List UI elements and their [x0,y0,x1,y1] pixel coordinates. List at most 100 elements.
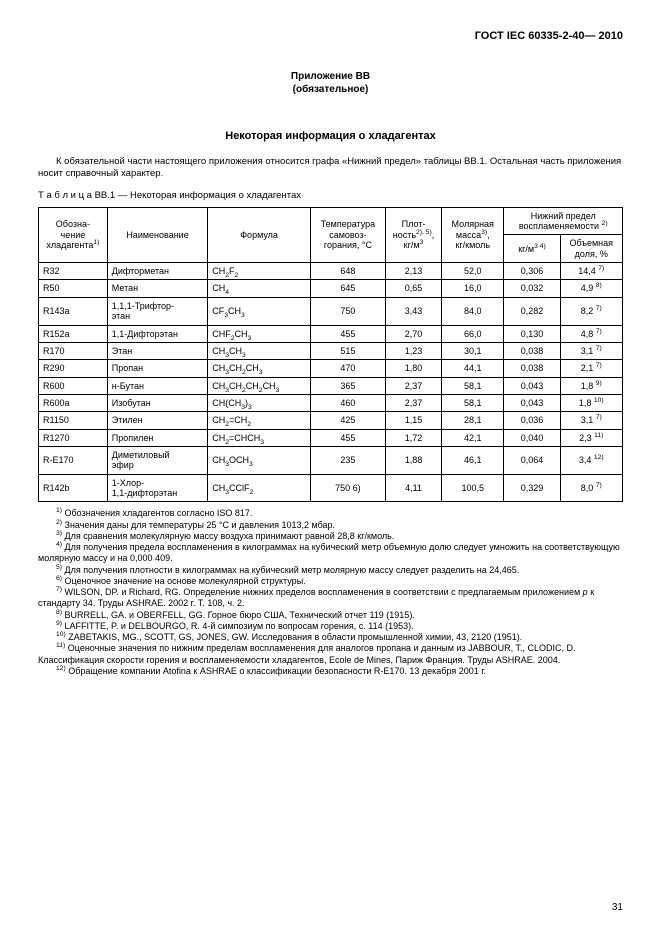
cell-density: 1,88 [385,446,441,474]
cell-name: Пропан [107,360,208,377]
cell-temp: 365 [310,377,385,394]
table-row: R143a1,1,1-Трифтор-этанCF3CH37503,4384,0… [39,297,623,325]
cell-code: R1270 [39,429,108,446]
cell-vol: 3,4 12) [560,446,622,474]
cell-kgm: 0,043 [504,394,560,411]
cell-density: 3,43 [385,297,441,325]
cell-kgm: 0,032 [504,280,560,297]
cell-kgm: 0,306 [504,263,560,280]
table-row: R290ПропанCH3CH2CH34701,8044,10,0382,1 7… [39,360,623,377]
cell-vol: 8,2 7) [560,297,622,325]
footnote: 9) LAFFITTE, P. и DELBOURGO, R. 4-й симп… [38,621,623,632]
table-row: R1150ЭтиленCH2=CH24251,1528,10,0363,1 7) [39,412,623,429]
cell-mass: 58,1 [442,377,504,394]
cell-temp: 460 [310,394,385,411]
cell-density: 1,80 [385,360,441,377]
footnote: 6) Оценочное значение на основе молекуля… [38,576,623,587]
cell-name: Дифторметан [107,263,208,280]
cell-temp: 455 [310,325,385,342]
cell-mass: 16,0 [442,280,504,297]
table-body: R32ДифторметанCH2F26482,1352,00,30614,4 … [39,263,623,502]
th-mass: Молярнаямасса3),кг/кмоль [442,207,504,262]
th-kgm: кг/м3 4) [504,235,560,263]
table-row: R142b1-Хлор-1,1-дифторэтанCH3CClF2750 6)… [39,474,623,502]
cell-code: R-E170 [39,446,108,474]
th-code: Обозна-чениехладагента1) [39,207,108,262]
cell-temp: 750 6) [310,474,385,502]
table-header: Обозна-чениехладагента1) Наименование Фо… [39,207,623,262]
cell-vol: 8,0 7) [560,474,622,502]
cell-code: R50 [39,280,108,297]
cell-density: 2,70 [385,325,441,342]
table-row: R32ДифторметанCH2F26482,1352,00,30614,4 … [39,263,623,280]
cell-formula: CH4 [208,280,311,297]
cell-temp: 515 [310,342,385,359]
cell-mass: 46,1 [442,446,504,474]
cell-kgm: 0,130 [504,325,560,342]
document-code: ГОСТ IEC 60335-2-40— 2010 [38,30,623,42]
cell-temp: 648 [310,263,385,280]
cell-density: 1,23 [385,342,441,359]
cell-kgm: 0,038 [504,360,560,377]
section-title: Некоторая информация о хладагентах [38,130,623,142]
th-density: Плот-ность2), 5),кг/м3 [385,207,441,262]
appendix-title: Приложение ВВ (обязательное) [38,70,623,96]
cell-temp: 235 [310,446,385,474]
cell-formula: CH2=CHCH3 [208,429,311,446]
cell-code: R170 [39,342,108,359]
cell-density: 2,37 [385,394,441,411]
cell-formula: CH3CClF2 [208,474,311,502]
cell-name: 1,1,1-Трифтор-этан [107,297,208,325]
cell-vol: 4,8 7) [560,325,622,342]
th-vol: Объемнаядоля, % [560,235,622,263]
cell-temp: 455 [310,429,385,446]
cell-mass: 66,0 [442,325,504,342]
cell-code: R1150 [39,412,108,429]
appendix-line2: (обязательное) [293,84,369,95]
cell-vol: 1,8 10) [560,394,622,411]
th-formula: Формула [208,207,311,262]
cell-mass: 52,0 [442,263,504,280]
table-row: R50МетанCH46450,6516,00,0324,9 8) [39,280,623,297]
table-row: R152a1,1-ДифторэтанCHF2CH34552,7066,00,1… [39,325,623,342]
cell-mass: 30,1 [442,342,504,359]
cell-mass: 44,1 [442,360,504,377]
th-name: Наименование [107,207,208,262]
cell-name: Изобутан [107,394,208,411]
cell-kgm: 0,282 [504,297,560,325]
cell-name: Пропилен [107,429,208,446]
cell-formula: CH2F2 [208,263,311,280]
footnotes: 1) Обозначения хладагентов согласно ISO … [38,508,623,677]
cell-temp: 425 [310,412,385,429]
cell-mass: 28,1 [442,412,504,429]
cell-mass: 42,1 [442,429,504,446]
cell-name: 1-Хлор-1,1-дифторэтан [107,474,208,502]
cell-formula: CH3CH2CH3 [208,360,311,377]
cell-name: Метан [107,280,208,297]
intro-text: К обязательной части настоящего приложен… [38,156,623,180]
table-caption: Т а б л и ц а ВВ.1 — Некоторая информаци… [38,190,623,201]
cell-temp: 645 [310,280,385,297]
cell-density: 1,72 [385,429,441,446]
footnote: 3) Для сравнения молекулярную массу возд… [38,531,623,542]
cell-name: Этан [107,342,208,359]
cell-density: 4,11 [385,474,441,502]
appendix-line1: Приложение ВВ [291,71,370,82]
footnote: 4) Для получения предела воспламенения в… [38,542,623,565]
footnote: 5) Для получения плотности в килограммах… [38,565,623,576]
cell-code: R600a [39,394,108,411]
cell-temp: 750 [310,297,385,325]
cell-formula: CH(CH3)3 [208,394,311,411]
cell-mass: 58,1 [442,394,504,411]
cell-density: 0,65 [385,280,441,297]
cell-formula: CHF2CH3 [208,325,311,342]
footnote: 8) BURRELL, GA. и OBERFELL, GG. Горное б… [38,610,623,621]
table-row: R170ЭтанCH3CH35151,2330,10,0383,1 7) [39,342,623,359]
cell-kgm: 0,038 [504,342,560,359]
cell-vol: 3,1 7) [560,412,622,429]
cell-kgm: 0,040 [504,429,560,446]
cell-code: R143a [39,297,108,325]
cell-kgm: 0,036 [504,412,560,429]
cell-code: R600 [39,377,108,394]
footnote: 12) Обращение компании Atofina к ASHRAE … [38,666,623,677]
